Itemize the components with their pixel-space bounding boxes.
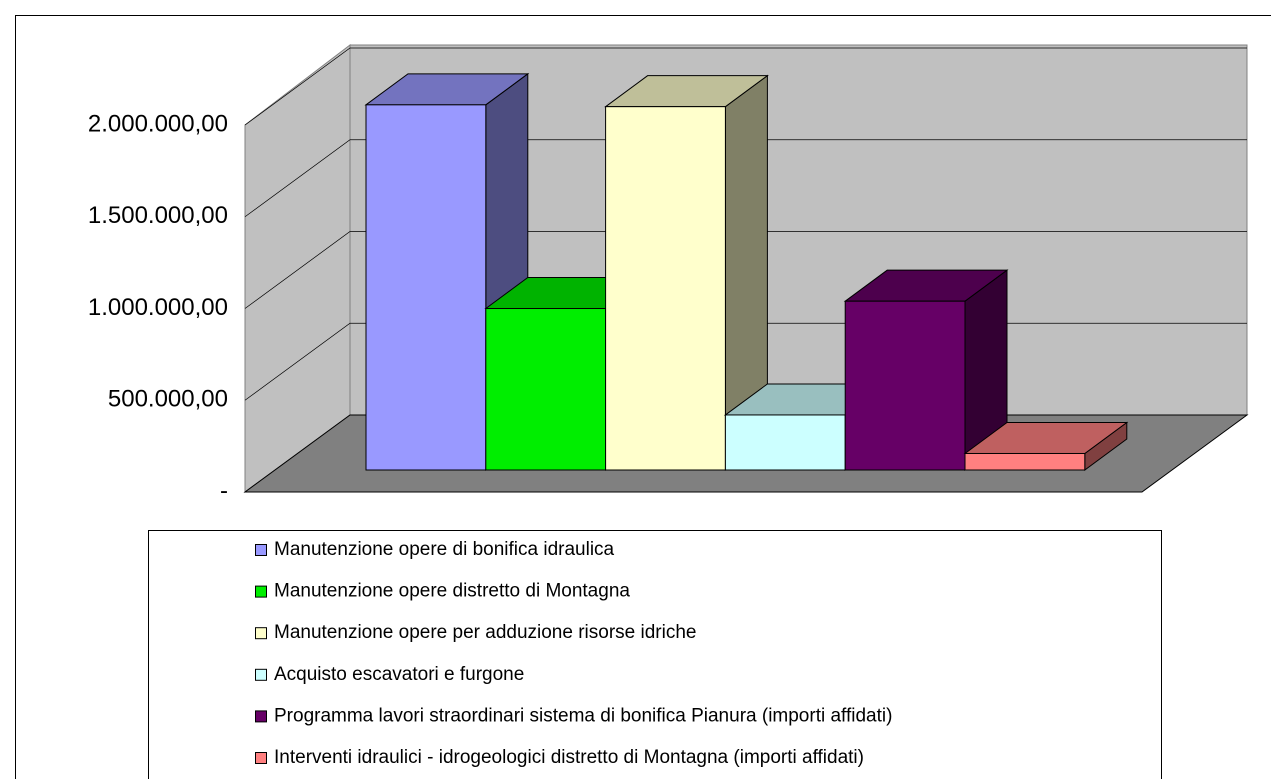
y-tick-label: 1.000.000,00 bbox=[88, 294, 228, 321]
y-tick-label: 1.500.000,00 bbox=[88, 202, 228, 229]
legend-label: Interventi idraulici - idrogeologici dis… bbox=[274, 747, 864, 768]
legend-swatch bbox=[255, 752, 267, 764]
y-tick-label: 500.000,00 bbox=[108, 386, 228, 413]
grid-line bbox=[244, 47, 1247, 126]
legend-label: Manutenzione opere di bonifica idraulica bbox=[274, 539, 615, 560]
y-tick-label: 2.000.000,00 bbox=[88, 110, 228, 137]
bar bbox=[724, 414, 846, 471]
grid-line bbox=[244, 139, 1247, 218]
legend-swatch bbox=[255, 668, 267, 681]
legend-swatch bbox=[255, 627, 267, 640]
legend-label: Manutenzione opere distretto di Montagna bbox=[274, 581, 630, 602]
legend-label: Programma lavori straordinari sistema di… bbox=[274, 705, 892, 726]
legend-swatch bbox=[255, 585, 267, 598]
bar bbox=[485, 308, 607, 471]
legend-swatch bbox=[255, 710, 267, 723]
legend-label: Manutenzione opere per adduzione risorse… bbox=[274, 622, 696, 643]
bar bbox=[605, 106, 726, 471]
grid-line bbox=[244, 231, 1247, 309]
y-tick-label: - bbox=[220, 477, 228, 504]
bar bbox=[365, 104, 487, 471]
bar bbox=[964, 452, 1086, 471]
bar bbox=[844, 300, 966, 471]
legend bbox=[148, 530, 1162, 779]
legend-swatch bbox=[255, 544, 267, 556]
legend-label: Acquisto escavatori e furgone bbox=[274, 664, 524, 685]
